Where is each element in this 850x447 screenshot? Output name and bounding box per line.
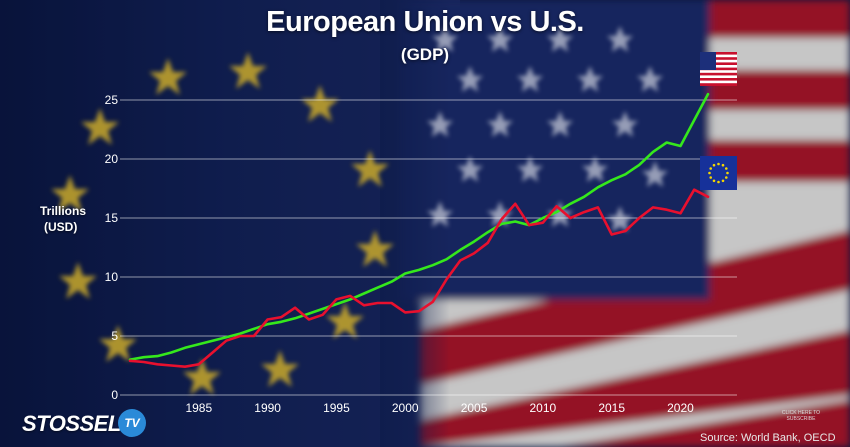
y-axis-label: Trillions xyxy=(40,204,87,218)
stossel-tv-badge: TV xyxy=(118,409,146,437)
eu-flag-star xyxy=(724,167,728,170)
eu-flag-star xyxy=(712,163,716,167)
y-tick-label: 15 xyxy=(105,211,119,225)
x-tick-label: 1995 xyxy=(323,401,350,415)
x-tick-label: 2000 xyxy=(392,401,419,415)
x-tick-label: 1985 xyxy=(185,401,212,415)
eu-gdp-line xyxy=(128,188,710,368)
eu-flag-star xyxy=(726,171,729,175)
eu-flag-star xyxy=(717,162,720,166)
y-axis-unit-label: (USD) xyxy=(44,220,78,234)
x-tick-label: 2005 xyxy=(461,401,488,415)
eu-flag-star xyxy=(709,167,713,170)
y-tick-label: 0 xyxy=(111,388,118,402)
eu-flag-star xyxy=(724,176,728,179)
y-tick-label: 10 xyxy=(105,270,119,284)
y-tick-label: 5 xyxy=(111,329,118,343)
x-tick-label: 2015 xyxy=(598,401,625,415)
eu-flag-star xyxy=(712,179,716,183)
eu-flag-icon xyxy=(700,156,737,190)
y-tick-label: 25 xyxy=(105,93,119,107)
x-tick-label: 2010 xyxy=(530,401,557,415)
us-gdp-line xyxy=(128,92,710,361)
x-tick-label: 2020 xyxy=(667,401,694,415)
eu-flag-star xyxy=(717,180,720,184)
eu-flag-star xyxy=(709,176,713,179)
subscribe-link[interactable]: CLICK HERE TO SUBSCRIBE xyxy=(781,410,821,422)
y-tick-label: 20 xyxy=(105,152,119,166)
x-tick-label: 1990 xyxy=(254,401,281,415)
source-note: Source: World Bank, OECD xyxy=(700,432,836,444)
us-flag-icon xyxy=(700,52,737,86)
stossel-logo: STOSSEL xyxy=(22,411,121,436)
chart-subtitle: (GDP) xyxy=(400,45,450,64)
eu-flag-star xyxy=(708,171,711,175)
eu-flag-star xyxy=(721,179,725,183)
chart-title: European Union vs U.S. xyxy=(266,6,584,38)
eu-flag-star xyxy=(721,163,725,167)
